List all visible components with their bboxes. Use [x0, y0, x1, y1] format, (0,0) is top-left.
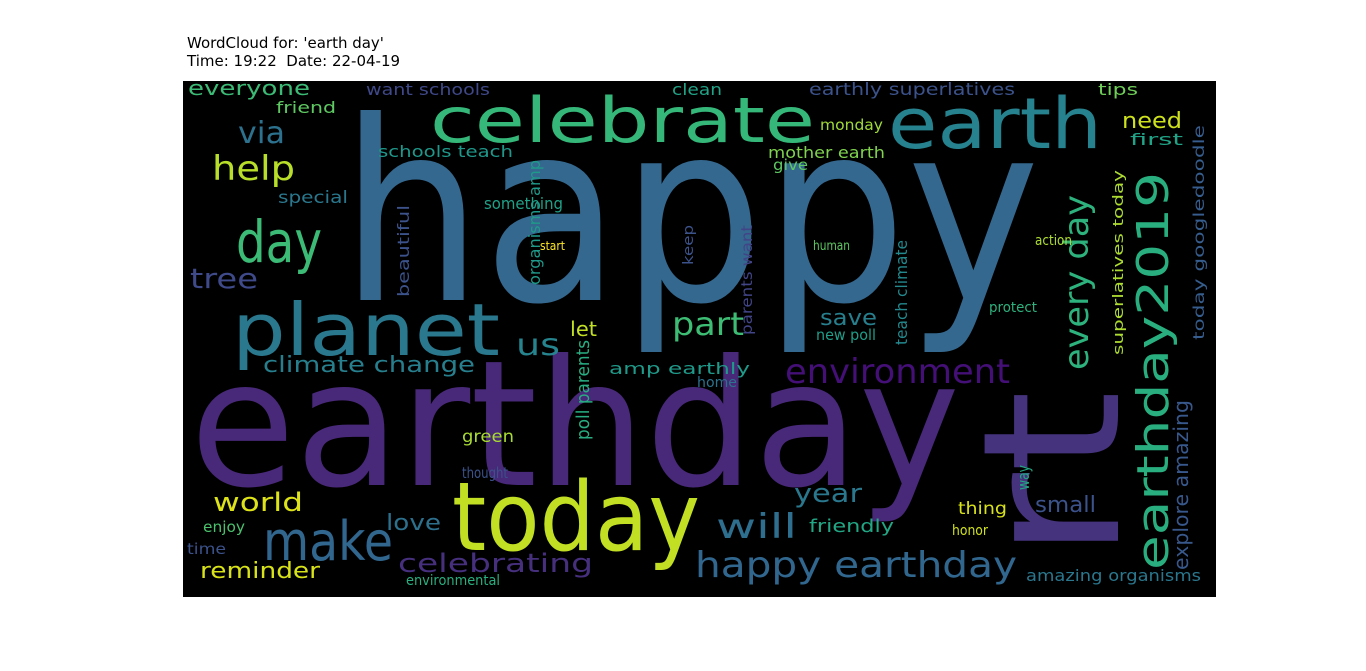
- word: time: [187, 540, 226, 558]
- word: environmental: [406, 573, 500, 589]
- word: everyone: [188, 76, 310, 100]
- word: celebrating: [398, 549, 593, 579]
- word: keep: [681, 225, 697, 265]
- word: friendly: [809, 516, 894, 537]
- word: mother earth: [768, 143, 885, 162]
- word: home: [697, 375, 737, 391]
- word: today: [452, 463, 700, 573]
- word: superlatives today: [1111, 170, 1127, 355]
- word: need: [1122, 109, 1182, 134]
- chart-title: WordCloud for: 'earth day': [187, 34, 384, 52]
- word: enjoy: [203, 518, 245, 536]
- word: teach climate: [892, 240, 911, 345]
- word: environment: [785, 352, 1010, 392]
- word: world: [213, 488, 303, 518]
- word: rt: [942, 390, 1163, 560]
- word: make: [263, 510, 393, 573]
- word: friend: [276, 98, 336, 117]
- word: happy: [340, 68, 1040, 359]
- word: clean: [672, 80, 722, 99]
- word: earthday2019: [1128, 172, 1179, 570]
- word: honor: [952, 523, 988, 539]
- word: explore amazing: [1169, 400, 1193, 570]
- word: parents want: [738, 225, 756, 335]
- word: via: [238, 116, 285, 151]
- word: something: [484, 194, 563, 213]
- word: tips: [1098, 80, 1138, 99]
- word: amp earthly: [609, 359, 750, 378]
- word: poll parents: [573, 340, 594, 440]
- word: today googledoodle: [1190, 125, 1208, 340]
- word: reminder: [200, 559, 321, 584]
- word: earth: [888, 83, 1102, 165]
- word: schools teach: [378, 142, 513, 161]
- word: monday: [820, 116, 883, 134]
- word: save: [820, 306, 877, 331]
- word: thing: [958, 499, 1007, 519]
- word: us: [516, 328, 560, 363]
- word: planet: [232, 288, 500, 372]
- word: help: [212, 149, 295, 189]
- word: start: [540, 239, 565, 253]
- word: every day: [1057, 195, 1097, 370]
- chart-subtitle: Time: 19:22 Date: 22-04-19: [186, 52, 400, 70]
- word: climate change: [263, 353, 475, 378]
- word: small: [1035, 493, 1096, 518]
- word: action: [1035, 233, 1072, 249]
- word: protect: [989, 300, 1037, 316]
- wordcloud-background: [183, 81, 1216, 597]
- word: want schools: [366, 80, 490, 99]
- word: thought: [462, 464, 508, 482]
- word: love: [386, 511, 441, 536]
- word: human: [813, 239, 850, 254]
- word: beautiful: [394, 205, 413, 297]
- word: first: [1130, 130, 1183, 149]
- word: earthly superlatives: [809, 80, 1015, 100]
- word: year: [794, 479, 862, 509]
- word: organisms amp: [525, 160, 544, 285]
- word: celebrate: [430, 84, 815, 157]
- word: give: [773, 156, 808, 174]
- word: earthday: [190, 324, 960, 527]
- word: day: [236, 208, 322, 276]
- word: let: [570, 317, 597, 341]
- word: special: [278, 188, 348, 208]
- word: new poll: [816, 326, 876, 344]
- word: tree: [190, 262, 258, 295]
- word: amazing organisms: [1026, 566, 1201, 585]
- word: will: [716, 507, 797, 547]
- word: way: [1014, 465, 1033, 490]
- word: green: [462, 427, 514, 447]
- word: part: [672, 305, 744, 343]
- word: happy earthday: [695, 545, 1017, 586]
